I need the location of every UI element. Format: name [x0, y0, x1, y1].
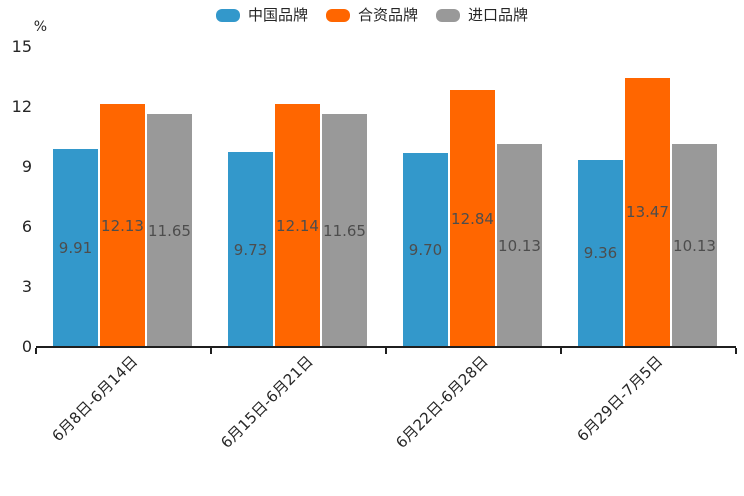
bar-进口品牌-6月22日-6月28日 — [497, 144, 542, 347]
bar-value-label: 10.13 — [673, 236, 716, 255]
bar-合资品牌-6月22日-6月28日 — [450, 90, 495, 347]
bar-value-label: 9.36 — [583, 244, 618, 263]
y-axis-tick-label: 6 — [21, 217, 32, 236]
bar-进口品牌-6月8日-6月14日 — [147, 114, 192, 347]
bar-value-label: 9.70 — [408, 241, 443, 259]
y-axis-unit-label: % — [33, 19, 47, 35]
y-axis-tick-label: 3 — [21, 277, 32, 296]
bar-进口品牌-6月15日-6月21日 — [322, 114, 367, 347]
x-axis-tick — [735, 348, 737, 354]
y-axis-tick-label: 12 — [11, 97, 32, 116]
x-axis-category-label: 6月8日-6月14日 — [48, 352, 142, 446]
bar-中国品牌-6月29日-7月5日 — [578, 159, 623, 347]
legend-item-joint-venture-brand[interactable]: 合资品牌 — [325, 6, 418, 24]
legend-swatch-import-brand — [436, 8, 460, 22]
y-axis-tick-label: 15 — [11, 37, 32, 56]
y-axis-tick-label: 0 — [21, 337, 32, 356]
legend-item-china-brand[interactable]: 中国品牌 — [215, 6, 308, 24]
x-axis-category-label: 6月15日-6月21日 — [217, 352, 317, 452]
x-axis-category-label: 6月29日-7月5日 — [573, 352, 667, 446]
bar-value-label: 9.91 — [58, 238, 93, 257]
bar-合资品牌-6月15日-6月21日 — [275, 104, 320, 347]
legend: 中国品牌 合资品牌 进口品牌 — [0, 6, 744, 24]
bar-value-label: 11.65 — [148, 221, 191, 240]
x-axis-category-label: 6月22日-6月28日 — [392, 352, 492, 452]
bar-中国品牌-6月15日-6月21日 — [228, 152, 273, 347]
x-axis-tick — [35, 348, 37, 354]
y-axis-tick-label: 9 — [21, 157, 32, 176]
legend-label: 中国品牌 — [247, 6, 308, 24]
bar-进口品牌-6月29日-7月5日 — [672, 144, 717, 347]
legend-swatch-china-brand — [215, 8, 240, 22]
bar-value-label: 11.65 — [323, 221, 366, 240]
bar-value-label: 12.13 — [101, 216, 144, 235]
bar-value-label: 13.47 — [626, 203, 669, 222]
x-axis-tick — [560, 348, 562, 354]
bar-value-label: 12.84 — [451, 209, 494, 228]
bar-value-label: 9.73 — [233, 240, 268, 259]
bar-合资品牌-6月8日-6月14日 — [100, 104, 145, 347]
legend-label: 合资品牌 — [357, 6, 418, 24]
bar-value-label: 12.14 — [276, 216, 319, 235]
bar-合资品牌-6月29日-7月5日 — [625, 77, 670, 347]
bar-value-label: 10.13 — [498, 236, 541, 255]
x-axis-line — [36, 346, 736, 348]
legend-label: 进口品牌 — [468, 6, 529, 24]
legend-swatch-joint-venture-brand — [325, 8, 350, 22]
bar-中国品牌-6月8日-6月14日 — [53, 148, 98, 347]
legend-item-import-brand[interactable]: 进口品牌 — [436, 6, 528, 24]
x-axis-tick — [385, 348, 387, 354]
bar-中国品牌-6月22日-6月28日 — [403, 153, 448, 347]
x-axis-tick — [210, 348, 212, 354]
